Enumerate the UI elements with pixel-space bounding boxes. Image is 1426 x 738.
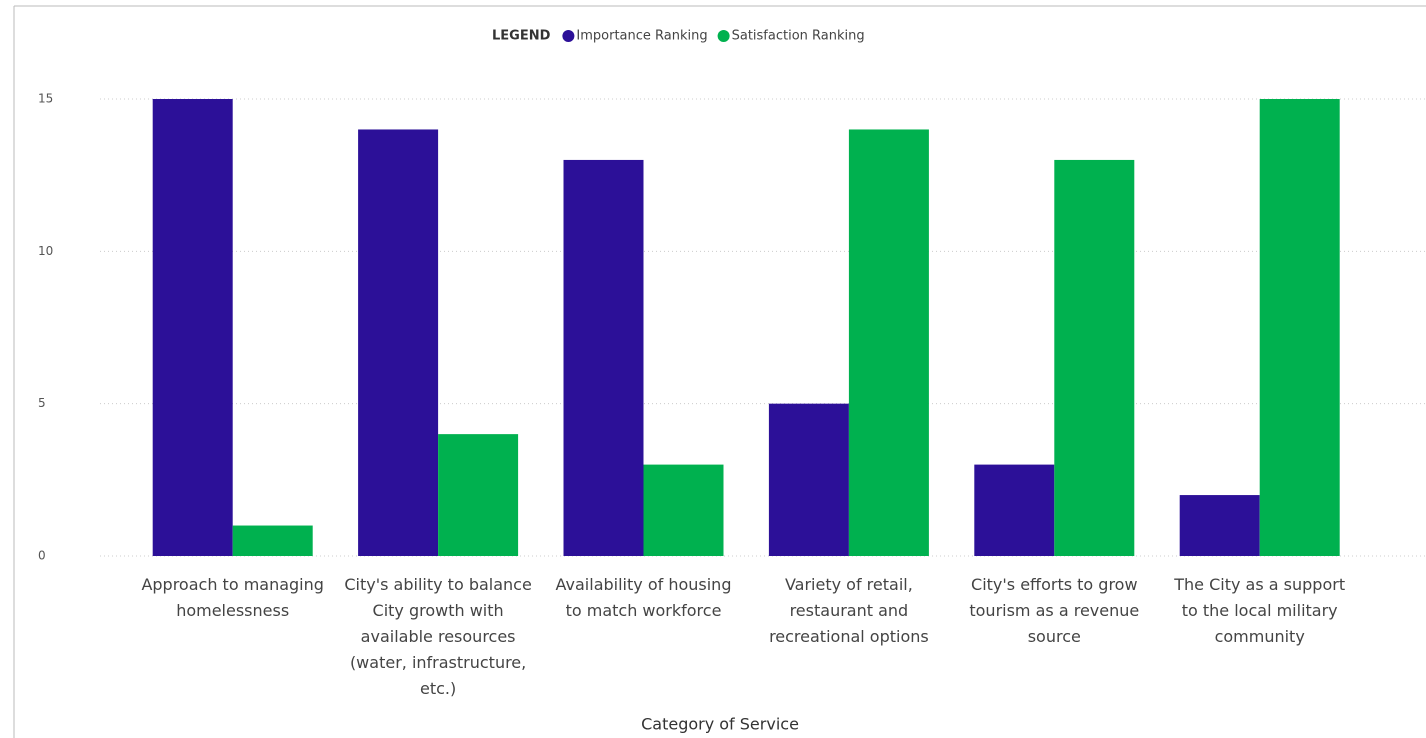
- x-tick-label: Variety of retail, restaurant and recrea…: [769, 575, 929, 646]
- bar: [643, 464, 724, 556]
- legend-marker: [562, 30, 575, 42]
- legend-label: Importance Ranking: [576, 29, 707, 44]
- x-axis-title: Category of Service: [641, 715, 799, 734]
- bar: [974, 464, 1055, 556]
- x-tick-label: Approach to managing homelessness: [141, 575, 324, 620]
- y-tick-label: 10: [38, 244, 53, 258]
- bar: [232, 525, 313, 556]
- legend-title: LEGEND: [492, 29, 551, 44]
- x-tick-label: The City as a support to the local milit…: [1174, 575, 1346, 646]
- bar: [768, 403, 849, 556]
- x-tick-label: City's efforts to grow tourism as a reve…: [969, 575, 1140, 646]
- x-tick-label: Availability of housing to match workfor…: [555, 575, 732, 620]
- legend-label: Satisfaction Ranking: [732, 29, 865, 44]
- bar: [1259, 99, 1340, 556]
- x-tick-label: City's ability to balance City growth wi…: [344, 575, 532, 698]
- bar: [1179, 495, 1260, 556]
- bar: [563, 159, 644, 556]
- bar: [438, 434, 519, 556]
- bar: [358, 129, 439, 556]
- legend-marker: [717, 30, 730, 42]
- bar: [1054, 159, 1135, 556]
- y-tick-label: 0: [38, 549, 46, 563]
- bar: [152, 99, 233, 556]
- y-tick-label: 15: [38, 92, 53, 106]
- y-tick-label: 5: [38, 396, 46, 410]
- bar: [848, 129, 929, 556]
